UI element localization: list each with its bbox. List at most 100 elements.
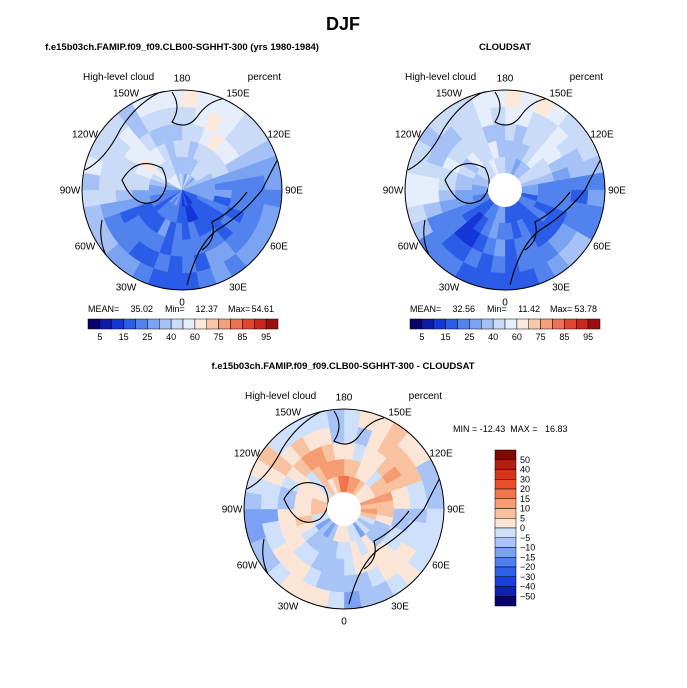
colorbar-swatch — [206, 318, 219, 330]
longitude-label: 30W — [116, 282, 137, 293]
colorbar-swatch — [494, 537, 517, 548]
colorbar-swatch — [87, 318, 101, 330]
longitude-label: 90E — [447, 505, 465, 516]
mean-label: MEAN= — [88, 304, 119, 314]
colorbar-swatch — [135, 318, 148, 330]
colorbar-tick-label: 25 — [142, 332, 152, 342]
contour-cell — [164, 90, 183, 109]
longitude-labels: 180 150E 120E 90E 60E 30E 0 30W 60W 90W 120W 150W — [60, 74, 304, 309]
colorbar-swatch — [457, 318, 470, 330]
colorbar-swatch — [445, 318, 458, 330]
longitude-label: 60E — [270, 242, 288, 253]
coastline — [407, 90, 514, 171]
units-label: percent — [570, 72, 604, 83]
panel-title: f.e15b03ch.FAMIP.f09_f09.CLB00-SGHHT-300… — [45, 42, 319, 53]
coastline — [186, 154, 281, 286]
contour-cell — [487, 90, 506, 109]
longitude-label: 60W — [75, 242, 96, 253]
colorbar-tick-label: 50 — [520, 455, 530, 465]
colorbar-tick-label: 0 — [520, 523, 525, 533]
colorbar-swatch — [409, 318, 423, 330]
colorbar-swatch — [587, 318, 601, 330]
colorbar-swatch — [265, 318, 279, 330]
longitude-label: 30E — [552, 282, 570, 293]
stats-line: MEAN= 32.56 Min= 11.42 Max= 53.78 — [410, 304, 597, 314]
min-value: 11.42 — [518, 304, 540, 314]
colorbar-swatch — [242, 318, 255, 330]
colorbar-swatch — [494, 527, 517, 538]
colorbar-swatch — [230, 318, 243, 330]
colorbar-swatch — [99, 318, 112, 330]
longitude-label: 120W — [72, 130, 99, 141]
colorbar-tick-label: 95 — [261, 332, 271, 342]
colorbar-swatch — [494, 479, 517, 490]
colorbar-swatch — [516, 318, 529, 330]
polar-map — [404, 89, 606, 291]
longitude-label: 30W — [439, 282, 460, 293]
contour-cell — [405, 189, 424, 208]
colorbar-tick-label: 40 — [520, 465, 530, 475]
mean-value: 32.56 — [452, 304, 475, 314]
coastline — [363, 510, 410, 570]
coastline — [524, 191, 571, 251]
colorbar-swatch — [182, 318, 196, 330]
longitude-label: 120E — [590, 130, 614, 141]
longitude-label: 30W — [278, 601, 299, 612]
panel-title: CLOUDSAT — [479, 42, 531, 53]
map-border — [243, 408, 445, 610]
coastline — [494, 91, 546, 126]
units-label: percent — [248, 72, 282, 83]
longitude-label: 150W — [436, 89, 463, 100]
colorbar-tick-label: 85 — [559, 332, 569, 342]
longitude-label: 120E — [267, 130, 291, 141]
colorbar-tick-label: 5 — [419, 332, 424, 342]
contour-cell — [82, 189, 101, 208]
longitude-label: 90W — [383, 186, 404, 197]
colorbar-tick-label: 5 — [97, 332, 102, 342]
longitude-label: 180 — [174, 74, 191, 85]
longitude-labels: 180 150E 120E 90E 60E 30E 0 30W 60W 90W 120W 150W — [383, 74, 627, 309]
longitude-label: 180 — [497, 74, 514, 85]
colorbar-tick-label: 30 — [520, 474, 530, 484]
max-label: Max= — [228, 304, 250, 314]
longitude-label: 30E — [391, 601, 409, 612]
colorbar-swatch — [528, 318, 541, 330]
colorbar-tick-label: −5 — [520, 533, 530, 543]
colorbar-swatch — [494, 586, 517, 597]
polar-map — [243, 408, 445, 610]
colorbar-swatch — [494, 566, 517, 577]
coastline — [333, 410, 385, 445]
longitude-label: 90E — [608, 186, 626, 197]
colorbar-swatch — [552, 318, 565, 330]
colorbar-swatch — [494, 547, 517, 558]
coastline — [509, 154, 604, 286]
map-border — [404, 89, 606, 291]
colorbar-swatch — [494, 488, 517, 499]
longitude-label: 150W — [275, 408, 302, 419]
panel-model: f.e15b03ch.FAMIP.f09_f09.CLB00-SGHHT-300… — [45, 42, 319, 342]
min-max-label: MIN = -12.43 MAX = 16.83 — [453, 424, 568, 434]
coastline — [246, 409, 353, 490]
coastline — [201, 191, 248, 251]
colorbar-tick-label: 15 — [520, 494, 530, 504]
colorbar-tick-label: 95 — [583, 332, 593, 342]
colorbar-swatch — [494, 508, 517, 519]
colorbar-tick-label: 5 — [520, 513, 525, 523]
longitude-label: 120W — [395, 130, 422, 141]
colorbar-swatch — [494, 469, 517, 480]
longitude-label: 90W — [60, 186, 81, 197]
colorbar-swatch — [564, 318, 577, 330]
longitude-label: 180 — [336, 393, 353, 404]
longitude-label: 30E — [229, 282, 247, 293]
longitude-labels: 180 150E 120E 90E 60E 30E 0 30W 60W 90W 120W 150W — [222, 393, 466, 628]
colorbar-swatch — [540, 318, 553, 330]
colorbar-swatch — [494, 596, 517, 607]
longitude-label: 0 — [179, 298, 185, 309]
contour-cell — [181, 271, 200, 290]
mean-label: MEAN= — [410, 304, 441, 314]
colorbar-tick-label: 10 — [520, 504, 530, 514]
colorbar-tick-label: −50 — [520, 591, 535, 601]
colorbar-tick-label: 40 — [166, 332, 176, 342]
panel-cloudsat: CLOUDSAT High-level cloud percent 180150… — [383, 42, 627, 342]
colorbar-swatch — [494, 557, 517, 568]
